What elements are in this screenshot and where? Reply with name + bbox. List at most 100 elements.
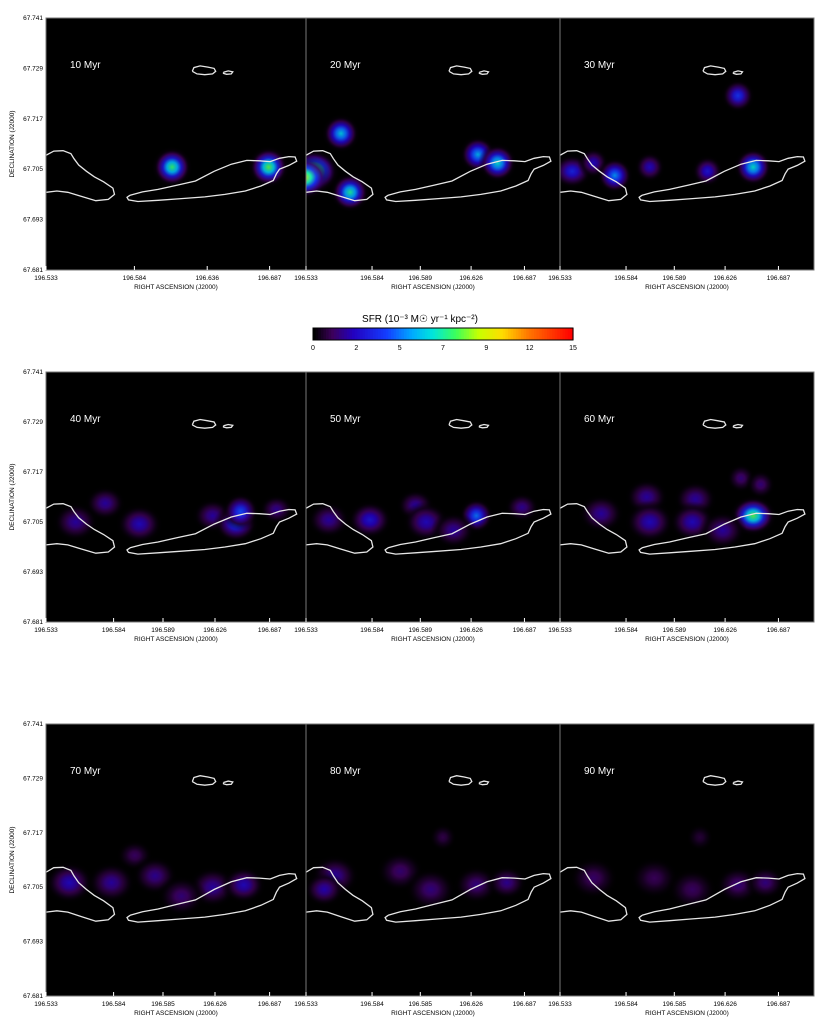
sfr-map bbox=[306, 114, 518, 213]
colorbar-tick-label: 0 bbox=[311, 345, 315, 352]
colorbar-cell bbox=[461, 328, 465, 340]
x-axis-label: RIGHT ASCENSION (J2000) bbox=[645, 636, 729, 643]
contour-north-loop bbox=[702, 65, 727, 76]
contour-main-body bbox=[560, 866, 628, 922]
colorbar-cell bbox=[567, 328, 571, 340]
colorbar-cell bbox=[471, 328, 475, 340]
contours bbox=[306, 65, 552, 203]
colorbar-cell bbox=[326, 328, 330, 340]
x-tick-label: 196.533 bbox=[34, 1001, 58, 1008]
y-tick-label: 67.705 bbox=[23, 166, 43, 173]
panel-label: 30 Myr bbox=[584, 60, 615, 71]
x-axis-label: RIGHT ASCENSION (J2000) bbox=[134, 636, 218, 643]
sfr-source bbox=[220, 865, 267, 905]
colorbar-cell bbox=[320, 328, 324, 340]
colorbar-cell bbox=[380, 328, 384, 340]
colorbar-cell bbox=[554, 328, 558, 340]
contour-north-small bbox=[732, 70, 744, 75]
colorbar-tick-label: 2 bbox=[354, 345, 358, 352]
colorbar-cell bbox=[513, 328, 517, 340]
x-tick-label: 196.687 bbox=[767, 275, 791, 282]
colorbar-cell bbox=[406, 328, 410, 340]
x-axis-label: RIGHT ASCENSION (J2000) bbox=[134, 284, 218, 291]
x-tick-label: 196.584 bbox=[614, 275, 638, 282]
x-tick-label: 196.585 bbox=[409, 1001, 433, 1008]
sfr-source bbox=[733, 147, 773, 187]
x-tick-label: 196.533 bbox=[548, 275, 572, 282]
contour-north-loop bbox=[702, 775, 727, 786]
contour-lower-arc bbox=[384, 155, 552, 203]
x-tick-label: 196.585 bbox=[151, 1001, 175, 1008]
x-tick-label: 196.589 bbox=[663, 275, 687, 282]
colorbar-cell bbox=[339, 328, 343, 340]
colorbar-cell bbox=[565, 328, 569, 340]
contour-north-small bbox=[478, 423, 490, 429]
contour-north-small bbox=[732, 423, 744, 429]
sfr-source bbox=[685, 822, 715, 852]
x-tick-label: 196.687 bbox=[258, 275, 282, 282]
y-tick-label: 67.681 bbox=[23, 993, 43, 1000]
panel-label: 20 Myr bbox=[330, 60, 361, 71]
contours bbox=[560, 418, 806, 555]
panel-label: 10 Myr bbox=[70, 60, 101, 71]
colorbar-cell bbox=[346, 328, 350, 340]
contour-north-loop bbox=[702, 418, 727, 429]
panel-label: 90 Myr bbox=[584, 766, 615, 777]
x-tick-label: 196.533 bbox=[548, 1001, 572, 1008]
contour-north-small bbox=[478, 70, 490, 75]
panel-background bbox=[46, 724, 306, 996]
colorbar-cell bbox=[341, 328, 345, 340]
contour-main-body bbox=[46, 866, 116, 922]
colorbar-cell bbox=[557, 328, 561, 340]
colorbar-cell bbox=[497, 328, 501, 340]
contour-main-body bbox=[46, 150, 116, 202]
colorbar-cell bbox=[544, 328, 548, 340]
sfr-source bbox=[430, 511, 477, 550]
colorbar-cell bbox=[523, 328, 527, 340]
contours bbox=[46, 65, 298, 203]
panel-frame bbox=[559, 17, 815, 271]
sfr-source bbox=[623, 500, 676, 544]
colorbar-cell bbox=[570, 328, 574, 340]
y-tick-label: 67.717 bbox=[23, 830, 43, 837]
sfr-map bbox=[306, 822, 528, 912]
sfr-map bbox=[151, 146, 290, 188]
x-tick-label: 196.584 bbox=[102, 1001, 126, 1008]
colorbar-cell bbox=[547, 328, 551, 340]
colorbar-cell bbox=[541, 328, 545, 340]
contour-north-small bbox=[222, 780, 234, 786]
x-tick-label: 196.687 bbox=[767, 627, 791, 634]
colorbar-cell bbox=[359, 328, 363, 340]
sfr-source bbox=[51, 501, 100, 543]
colorbar-cell bbox=[560, 328, 564, 340]
x-tick-label: 196.687 bbox=[513, 1001, 537, 1008]
x-tick-label: 196.589 bbox=[409, 627, 433, 634]
contour-lower-arc bbox=[126, 872, 298, 923]
colorbar-cell bbox=[518, 328, 522, 340]
y-tick-label: 67.741 bbox=[23, 15, 43, 22]
colorbar-cell bbox=[450, 328, 454, 340]
colorbar-cell bbox=[419, 328, 423, 340]
panel-80-myr: 80 Myr 196.533 196.584 196.585 196.626 196.68… bbox=[294, 723, 561, 1017]
sfr-source bbox=[247, 146, 290, 188]
panel-background bbox=[46, 18, 306, 270]
y-axis-label: DECLINATION (J2000) bbox=[9, 110, 16, 177]
colorbar-cell bbox=[398, 328, 402, 340]
y-tick-label: 67.693 bbox=[23, 939, 43, 946]
x-tick-label: 196.687 bbox=[513, 627, 537, 634]
x-axis-label: RIGHT ASCENSION (J2000) bbox=[645, 284, 729, 291]
contour-lower-arc bbox=[384, 872, 552, 923]
x-tick-label: 196.533 bbox=[294, 1001, 318, 1008]
sfr-source bbox=[503, 491, 541, 523]
y-tick-label: 67.705 bbox=[23, 884, 43, 891]
y-tick-label: 67.705 bbox=[23, 519, 43, 526]
contour-lower-arc bbox=[638, 508, 806, 555]
colorbar-cell bbox=[375, 328, 379, 340]
contour-main-body bbox=[306, 866, 374, 922]
sfr-map bbox=[46, 839, 267, 918]
colorbar-cell bbox=[427, 328, 431, 340]
colorbar-cell bbox=[409, 328, 413, 340]
colorbar-cell bbox=[323, 328, 327, 340]
contour-lower-arc bbox=[638, 155, 806, 203]
contour-lower-arc bbox=[126, 155, 298, 203]
